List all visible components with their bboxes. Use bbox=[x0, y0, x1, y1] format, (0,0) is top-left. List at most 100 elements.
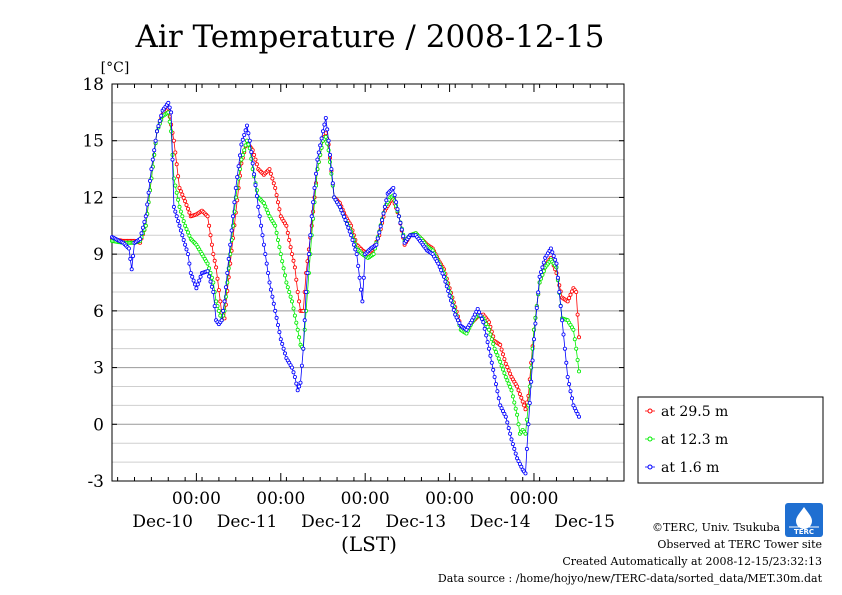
data-point bbox=[174, 162, 179, 167]
data-point bbox=[292, 265, 297, 270]
data-point bbox=[285, 285, 290, 290]
data-point bbox=[565, 374, 570, 379]
data-point bbox=[266, 270, 271, 275]
data-point bbox=[311, 200, 316, 205]
data-point bbox=[534, 305, 539, 310]
data-point bbox=[496, 396, 501, 401]
data-point bbox=[384, 198, 389, 203]
data-point bbox=[259, 223, 264, 228]
data-point bbox=[140, 225, 145, 230]
data-point bbox=[567, 296, 572, 301]
data-point bbox=[512, 446, 517, 451]
data-point bbox=[446, 288, 451, 293]
data-point bbox=[394, 200, 399, 205]
data-point bbox=[529, 379, 534, 384]
data-point bbox=[225, 270, 230, 275]
data-point bbox=[329, 167, 334, 172]
data-point bbox=[229, 228, 234, 233]
data-point bbox=[555, 275, 560, 280]
data-point bbox=[318, 143, 323, 148]
data-point bbox=[188, 270, 193, 275]
data-point bbox=[166, 100, 171, 105]
data-point bbox=[171, 138, 176, 143]
data-point bbox=[510, 394, 515, 399]
data-point bbox=[508, 384, 513, 389]
data-point bbox=[207, 223, 212, 228]
data-point bbox=[176, 197, 181, 202]
data-point bbox=[450, 303, 455, 308]
data-point bbox=[249, 150, 254, 155]
data-point bbox=[322, 122, 327, 127]
data-point bbox=[495, 389, 500, 394]
data-point bbox=[242, 132, 247, 137]
data-point bbox=[313, 171, 318, 176]
data-point bbox=[515, 384, 520, 389]
data-point bbox=[230, 214, 235, 219]
data-point bbox=[349, 233, 354, 238]
data-point bbox=[183, 223, 188, 228]
data-point bbox=[564, 360, 569, 365]
data-point bbox=[289, 365, 294, 370]
data-point bbox=[252, 152, 257, 157]
legend-marker bbox=[647, 408, 653, 414]
x-time-label: 00:00 bbox=[425, 489, 474, 509]
data-point bbox=[246, 142, 251, 147]
data-point bbox=[278, 337, 283, 342]
data-point bbox=[284, 280, 289, 285]
plot-frame bbox=[111, 83, 625, 482]
data-point bbox=[486, 320, 491, 325]
data-point bbox=[131, 253, 136, 258]
data-point bbox=[181, 219, 186, 224]
series-line bbox=[111, 107, 580, 411]
data-point bbox=[396, 214, 401, 219]
data-point bbox=[516, 388, 521, 393]
data-point bbox=[291, 258, 296, 263]
data-point bbox=[298, 380, 303, 385]
legend-box bbox=[637, 396, 824, 484]
data-point bbox=[267, 167, 272, 172]
data-point bbox=[154, 129, 159, 134]
data-point bbox=[524, 417, 529, 422]
data-point bbox=[441, 274, 446, 279]
data-point bbox=[181, 195, 186, 200]
data-point bbox=[176, 219, 181, 224]
data-point bbox=[191, 278, 196, 283]
data-point bbox=[342, 214, 347, 219]
data-point bbox=[495, 353, 500, 358]
data-point bbox=[533, 315, 538, 320]
data-point bbox=[292, 313, 297, 318]
data-point bbox=[437, 264, 442, 269]
data-point bbox=[308, 233, 313, 238]
data-point bbox=[486, 327, 491, 332]
data-point bbox=[261, 201, 266, 206]
data-point bbox=[214, 299, 219, 304]
x-time-label: 00:00 bbox=[256, 489, 305, 509]
data-point bbox=[502, 371, 507, 376]
data-point bbox=[571, 327, 576, 332]
data-point bbox=[268, 287, 273, 292]
data-point bbox=[205, 261, 210, 266]
data-point bbox=[493, 349, 498, 354]
data-point bbox=[304, 289, 309, 294]
data-point bbox=[287, 237, 292, 242]
data-point bbox=[205, 214, 210, 219]
data-point bbox=[513, 451, 518, 456]
data-point bbox=[246, 131, 251, 136]
data-point bbox=[239, 142, 244, 147]
data-point bbox=[510, 442, 515, 447]
y-tick-label: 9 bbox=[93, 245, 104, 265]
data-point bbox=[184, 227, 189, 232]
data-point bbox=[247, 138, 252, 143]
data-point bbox=[209, 242, 214, 247]
legend-marker bbox=[647, 464, 653, 470]
data-point bbox=[505, 378, 510, 383]
data-point bbox=[326, 138, 331, 143]
data-point bbox=[291, 370, 296, 375]
data-point bbox=[301, 346, 306, 351]
data-point bbox=[523, 431, 528, 436]
chart-title: Air Temperature / 2008-12-15 bbox=[135, 19, 605, 55]
data-point bbox=[516, 422, 521, 427]
data-point bbox=[491, 367, 496, 372]
data-point bbox=[451, 307, 456, 312]
series-line bbox=[111, 102, 580, 475]
